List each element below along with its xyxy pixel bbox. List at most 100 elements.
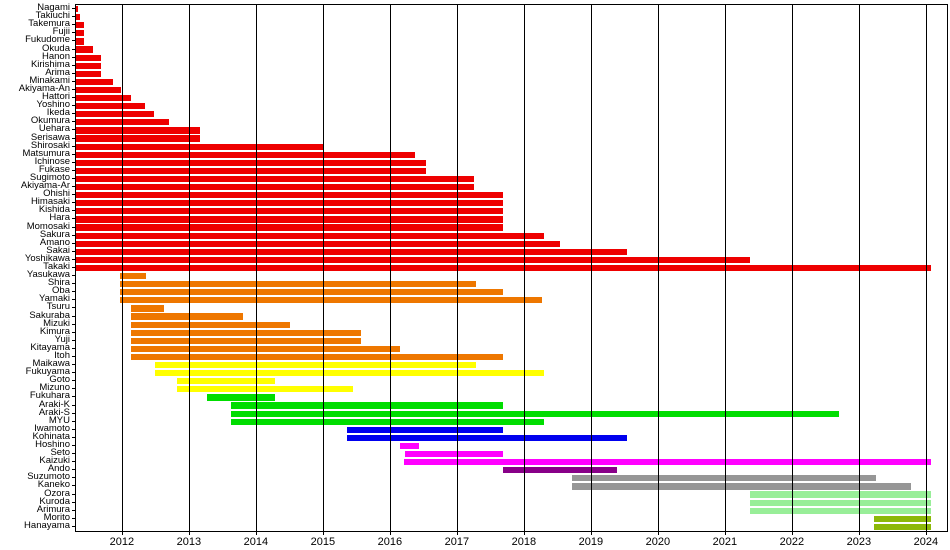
x-tick-2018 (523, 531, 525, 535)
x-tick-label-2016: 2016 (377, 536, 403, 548)
row-label-minakami: Minakami (29, 74, 70, 86)
x-tick-label-2014: 2014 (243, 536, 269, 548)
bar-yamaki (120, 297, 543, 304)
bar-ikeda (76, 111, 155, 118)
y-tick-kaizuki (72, 461, 75, 463)
bar-ozora (750, 491, 931, 498)
x-tick-label-2013: 2013 (176, 536, 202, 548)
x-tick-label-2019: 2019 (578, 536, 604, 548)
row-label-sakuraba: Sakuraba (29, 309, 70, 321)
bar-tsuru (130, 305, 164, 312)
bar-hara (76, 216, 503, 223)
y-tick-akiyama-an (72, 88, 75, 90)
gridline-2017 (457, 5, 459, 531)
y-tick-amano (72, 242, 75, 244)
y-tick-takemura (72, 24, 75, 26)
bar-takiuchi (76, 14, 81, 21)
bar-kishida (76, 208, 503, 215)
bar-yuji (130, 337, 361, 344)
y-tick-morito (72, 517, 75, 519)
bar-sakura (76, 232, 544, 239)
y-tick-arimura (72, 509, 75, 511)
y-tick-momosaki (72, 226, 75, 228)
bar-fukudome (76, 38, 85, 45)
x-tick-2016 (389, 531, 391, 535)
bar-takemura (76, 22, 85, 29)
plot-area (75, 4, 948, 532)
row-label-fukuyama: Fukuyama (25, 366, 70, 378)
row-label-ozora: Ozora (44, 487, 70, 499)
y-tick-okumura (72, 121, 75, 123)
bar-fukase (76, 167, 426, 174)
row-label-hanon: Hanon (42, 50, 70, 62)
x-tick-label-2020: 2020 (645, 536, 671, 548)
row-label-fukudome: Fukudome (25, 34, 70, 46)
gridline-2023 (859, 5, 861, 531)
row-label-takiuchi: Takiuchi (35, 10, 70, 22)
row-label-arimura: Arimura (36, 503, 70, 515)
bar-sakuraba (130, 313, 243, 320)
row-label-yamaki: Yamaki (39, 293, 70, 305)
y-tick-suzumoto (72, 477, 75, 479)
y-tick-sakai (72, 250, 75, 252)
row-label-hoshino: Hoshino (35, 439, 70, 451)
y-tick-fukuyama (72, 372, 75, 374)
y-tick-matsumura (72, 153, 75, 155)
y-tick-okuda (72, 48, 75, 50)
row-label-takemura: Takemura (28, 18, 70, 30)
row-label-kaneko: Kaneko (37, 479, 70, 491)
x-tick-2021 (724, 531, 726, 535)
bar-akiyama-ar (76, 183, 474, 191)
x-tick-2022 (791, 531, 793, 535)
row-label-sugimoto: Sugimoto (29, 171, 70, 183)
bar-sakai (76, 248, 628, 255)
row-label-serisawa: Serisawa (30, 131, 70, 143)
bar-araki-k (230, 402, 503, 409)
gridline-2013 (189, 5, 191, 531)
y-tick-ohishi (72, 194, 75, 196)
x-tick-2019 (590, 531, 592, 535)
row-label-amano: Amano (39, 236, 70, 248)
x-tick-2012 (121, 531, 123, 535)
row-label-shira: Shira (47, 277, 70, 289)
row-label-yuji: Yuji (54, 333, 70, 345)
bar-fukuhara (207, 394, 275, 401)
gridline-2012 (122, 5, 124, 531)
row-label-araki-k: Araki-K (38, 398, 70, 410)
y-tick-kaneko (72, 485, 75, 487)
bar-arima (76, 70, 101, 77)
row-label-fukuhara: Fukuhara (29, 390, 70, 402)
x-tick-2017 (456, 531, 458, 535)
y-tick-himasaki (72, 202, 75, 204)
x-tick-label-2023: 2023 (846, 536, 872, 548)
y-tick-tsuru (72, 307, 75, 309)
bar-kirishima (76, 62, 101, 69)
bar-hattori (76, 94, 131, 102)
x-tick-label-2012: 2012 (109, 536, 135, 548)
bar-shirosaki (76, 143, 324, 150)
row-label-akiyama-an: Akiyama-An (18, 82, 70, 94)
row-label-araki-s: Araki-S (38, 406, 70, 418)
y-tick-ando (72, 469, 75, 471)
row-label-ando: Ando (47, 463, 70, 475)
y-tick-iwamoto (72, 428, 75, 430)
gridline-2021 (725, 5, 727, 531)
y-tick-fukudome (72, 40, 75, 42)
row-label-shirosaki: Shirosaki (30, 139, 70, 151)
row-label-takaki: Takaki (43, 261, 70, 272)
y-tick-kishida (72, 210, 75, 212)
y-tick-minakami (72, 80, 75, 82)
x-tick-label-2021: 2021 (712, 536, 738, 548)
y-tick-ozora (72, 493, 75, 495)
y-tick-shirosaki (72, 145, 75, 147)
bar-hoshino (400, 442, 420, 450)
y-tick-mizuki (72, 323, 75, 325)
y-tick-takiuchi (72, 16, 75, 18)
row-label-uehara: Uehara (38, 123, 70, 135)
row-label-ichinose: Ichinose (34, 155, 70, 167)
y-tick-uehara (72, 129, 75, 131)
bar-kaneko (572, 483, 912, 490)
bar-oba (120, 289, 503, 296)
y-tick-itoh (72, 356, 75, 357)
bar-kuroda (750, 499, 931, 506)
